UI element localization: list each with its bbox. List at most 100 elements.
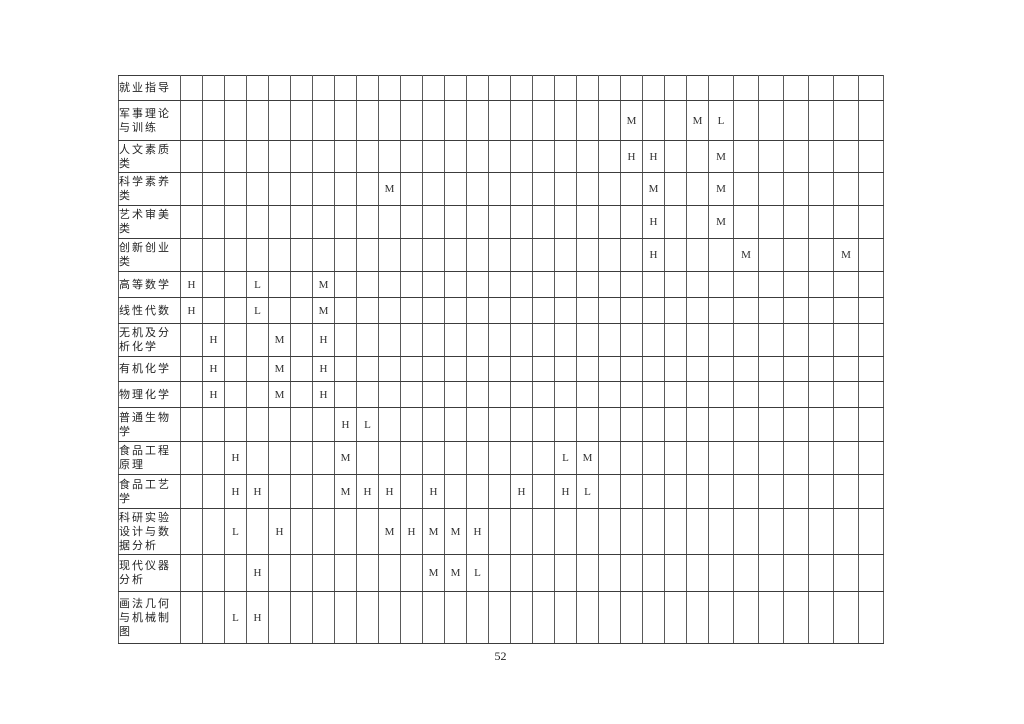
- grid-cell: [400, 75, 423, 101]
- grid-cell: [733, 140, 759, 173]
- grid-cell: [268, 441, 291, 475]
- grid-cell: [686, 75, 709, 101]
- mark-cell: H: [202, 356, 225, 382]
- grid-cell: [356, 508, 379, 555]
- course-label: 物理化学: [118, 381, 181, 408]
- grid-cell: [576, 75, 599, 101]
- page-number: 52: [494, 649, 507, 663]
- grid-cell: [290, 238, 313, 272]
- grid-cell: [224, 140, 247, 173]
- grid-cell: [488, 554, 511, 592]
- grid-cell: [758, 271, 784, 298]
- grid-cell: [510, 75, 533, 101]
- grid-cell: [783, 474, 809, 509]
- mark-cell: M: [422, 554, 445, 592]
- grid-cell: [808, 441, 834, 475]
- grid-cell: [334, 323, 357, 357]
- grid-cell: [733, 554, 759, 592]
- grid-cell: [334, 205, 357, 239]
- mark-cell: M: [312, 271, 335, 298]
- grid-cell: [510, 271, 533, 298]
- table-row: 线性代数 H L M: [118, 297, 884, 324]
- grid-cell: [620, 591, 643, 644]
- mark-cell: M: [312, 297, 335, 324]
- table-row: 物理化学 H M H: [118, 381, 884, 408]
- grid-cell: [758, 474, 784, 509]
- grid-cell: [400, 554, 423, 592]
- grid-cell: [686, 381, 709, 408]
- grid-cell: [422, 172, 445, 206]
- grid-cell: [833, 323, 859, 357]
- grid-cell: [733, 297, 759, 324]
- grid-cell: [202, 205, 225, 239]
- grid-cell: [510, 407, 533, 442]
- mark-cell: H: [224, 474, 247, 509]
- grid-cell: [664, 100, 687, 141]
- mark-cell: H: [268, 508, 291, 555]
- grid-cell: [858, 591, 884, 644]
- grid-cell: [180, 381, 203, 408]
- course-label: 高等数学: [118, 271, 181, 298]
- course-label: 现代仪器分析: [118, 554, 181, 592]
- grid-cell: [400, 356, 423, 382]
- grid-cell: [180, 407, 203, 442]
- grid-cell: [808, 474, 834, 509]
- mark-cell: L: [576, 474, 599, 509]
- grid-cell: [598, 591, 621, 644]
- grid-cell: [444, 407, 467, 442]
- mark-cell: M: [620, 100, 643, 141]
- grid-cell: [532, 75, 555, 101]
- grid-cell: [466, 172, 489, 206]
- grid-cell: [642, 75, 665, 101]
- grid-cell: [290, 323, 313, 357]
- grid-cell: [444, 297, 467, 324]
- grid-cell: [444, 474, 467, 509]
- grid-cell: [290, 271, 313, 298]
- grid-cell: [268, 591, 291, 644]
- table-row: 创新创业类 H M M: [118, 238, 884, 272]
- grid-cell: [620, 554, 643, 592]
- grid-cell: [532, 100, 555, 141]
- grid-cell: [833, 205, 859, 239]
- course-label: 艺术审美类: [118, 205, 181, 239]
- grid-cell: [510, 356, 533, 382]
- grid-cell: [290, 205, 313, 239]
- grid-cell: [808, 297, 834, 324]
- grid-cell: [224, 238, 247, 272]
- grid-cell: [733, 100, 759, 141]
- grid-cell: [290, 172, 313, 206]
- grid-cell: [808, 271, 834, 298]
- grid-cell: [400, 323, 423, 357]
- grid-cell: [858, 100, 884, 141]
- grid-cell: [783, 381, 809, 408]
- grid-cell: [532, 474, 555, 509]
- grid-cell: [378, 356, 401, 382]
- grid-cell: [246, 508, 269, 555]
- grid-cell: [642, 381, 665, 408]
- mark-cell: M: [444, 554, 467, 592]
- grid-cell: [554, 591, 577, 644]
- grid-cell: [758, 75, 784, 101]
- grid-cell: [554, 407, 577, 442]
- grid-cell: [202, 172, 225, 206]
- grid-cell: [224, 554, 247, 592]
- grid-cell: [686, 591, 709, 644]
- grid-cell: [334, 172, 357, 206]
- mark-cell: H: [642, 238, 665, 272]
- mark-cell: H: [422, 474, 445, 509]
- grid-cell: [268, 407, 291, 442]
- grid-cell: [466, 381, 489, 408]
- mark-cell: H: [312, 323, 335, 357]
- grid-cell: [224, 172, 247, 206]
- grid-cell: [664, 297, 687, 324]
- grid-cell: [334, 508, 357, 555]
- grid-cell: [400, 591, 423, 644]
- grid-cell: [642, 441, 665, 475]
- grid-cell: [246, 356, 269, 382]
- mark-cell: H: [554, 474, 577, 509]
- grid-cell: [708, 323, 734, 357]
- grid-cell: [642, 407, 665, 442]
- grid-cell: [532, 297, 555, 324]
- grid-cell: [356, 554, 379, 592]
- grid-cell: [268, 474, 291, 509]
